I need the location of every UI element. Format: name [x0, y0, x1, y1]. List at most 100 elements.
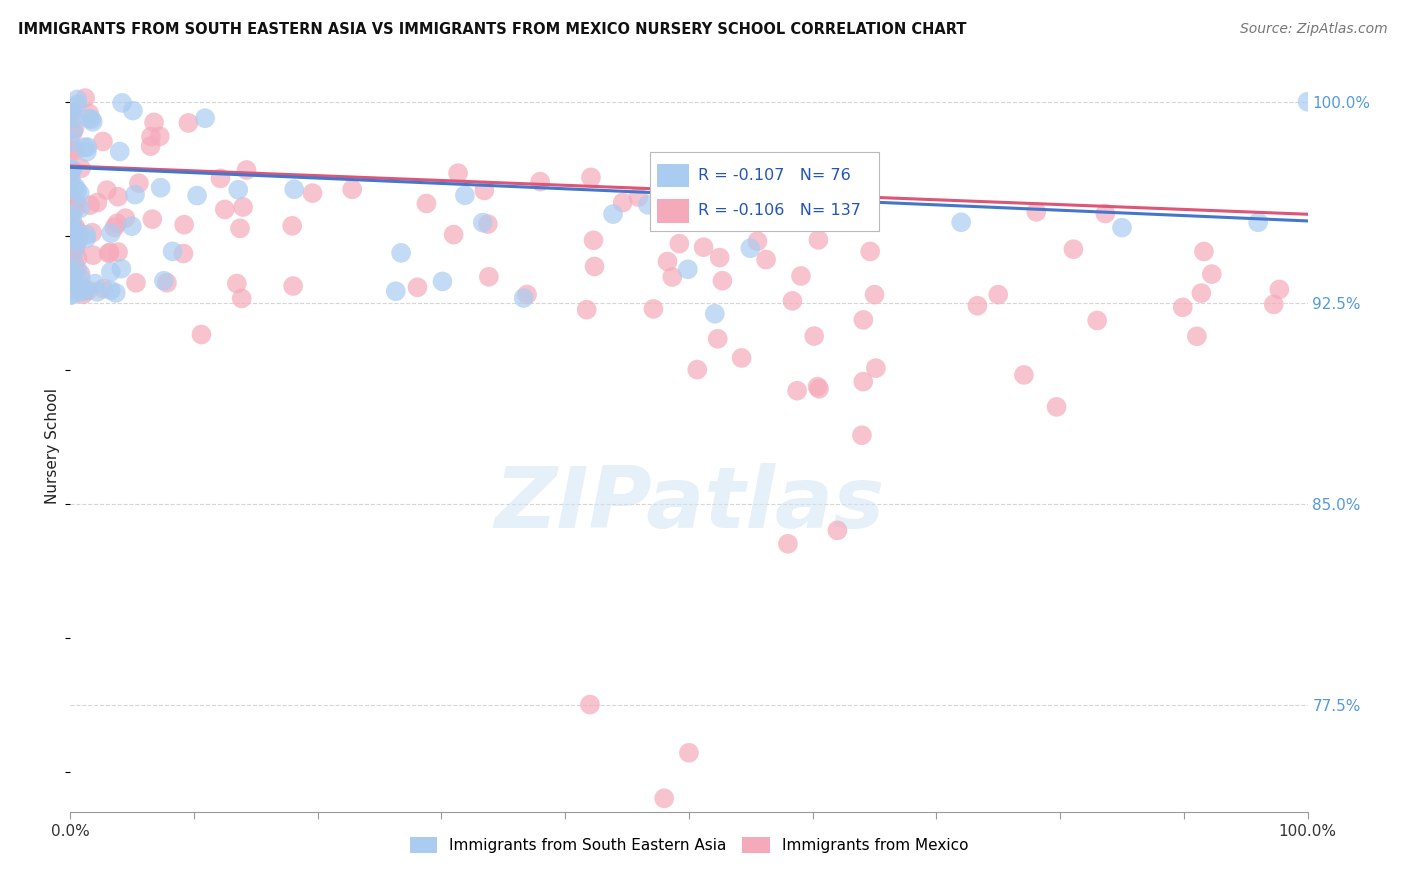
Point [186, 188, 208, 202]
Point [173, 218, 195, 232]
Point [1192, 244, 1215, 259]
Point [432, 275, 454, 289]
Point [62, 126, 84, 140]
Point [67, 227, 90, 242]
Point [63, 239, 86, 253]
Point [70, 272, 93, 286]
Point [966, 299, 988, 313]
Point [139, 129, 162, 144]
Point [100, 265, 122, 279]
Point [100, 226, 122, 240]
Point [579, 170, 602, 185]
Point [852, 313, 875, 327]
Point [63, 245, 86, 260]
Point [579, 698, 602, 712]
Point [66, 223, 89, 237]
Point [851, 428, 873, 442]
Bar [657, 199, 689, 223]
Point [65, 219, 87, 234]
Point [214, 202, 236, 217]
Point [76, 140, 98, 154]
Point [59, 105, 82, 120]
Point [73, 284, 96, 298]
Point [950, 215, 973, 229]
Point [780, 186, 803, 201]
Point [987, 287, 1010, 301]
Point [582, 233, 605, 247]
Point [63, 257, 86, 271]
Point [62, 196, 84, 211]
Point [156, 276, 179, 290]
Legend: Immigrants from South Eastern Asia, Immigrants from Mexico: Immigrants from South Eastern Asia, Immi… [404, 830, 974, 859]
Point [652, 791, 675, 805]
Point [66, 184, 89, 198]
Point [139, 139, 162, 153]
Text: ZIPatlas: ZIPatlas [494, 463, 884, 546]
Point [281, 279, 304, 293]
Point [59, 110, 82, 124]
Point [477, 217, 499, 231]
Point [852, 375, 875, 389]
Point [627, 190, 650, 204]
Point [59, 135, 82, 149]
Point [668, 236, 690, 251]
Point [66, 234, 89, 248]
Point [692, 240, 714, 254]
Point [384, 284, 406, 298]
Point [229, 221, 252, 235]
Point [76, 284, 98, 298]
Point [104, 285, 127, 300]
Point [70, 161, 93, 176]
Point [583, 260, 606, 274]
Point [755, 252, 778, 267]
Point [827, 524, 849, 538]
Point [141, 212, 163, 227]
Point [59, 268, 82, 282]
Point [59, 165, 82, 179]
Point [65, 144, 87, 158]
Point [66, 97, 89, 112]
Point [65, 201, 87, 215]
Point [232, 200, 254, 214]
Point [283, 182, 305, 196]
Point [72, 287, 94, 301]
Point [575, 302, 598, 317]
Point [782, 293, 804, 308]
Point [389, 245, 412, 260]
Point [63, 179, 86, 194]
Point [149, 180, 172, 194]
Point [703, 307, 725, 321]
Point [162, 244, 184, 259]
Point [70, 285, 93, 299]
Point [478, 269, 501, 284]
Point [415, 196, 437, 211]
Point [1263, 297, 1285, 311]
Point [865, 361, 887, 376]
Point [62, 123, 84, 137]
Point [1268, 282, 1291, 296]
Point [340, 182, 363, 196]
Point [75, 91, 97, 105]
Point [65, 239, 87, 253]
Point [98, 245, 121, 260]
Text: R = -0.106   N= 137: R = -0.106 N= 137 [697, 203, 860, 219]
Point [79, 198, 101, 212]
Point [1012, 368, 1035, 382]
Point [63, 277, 86, 291]
Point [59, 275, 82, 289]
Point [747, 234, 769, 248]
Point [77, 112, 100, 126]
Point [686, 362, 709, 376]
Point [177, 116, 200, 130]
Point [709, 251, 731, 265]
Point [454, 188, 477, 202]
Point [66, 92, 89, 106]
Point [97, 246, 120, 260]
Point [100, 284, 122, 298]
Point [77, 106, 100, 120]
Point [827, 210, 849, 224]
Point [91, 281, 114, 295]
Point [60, 144, 83, 158]
Point [1025, 204, 1047, 219]
Point [62, 194, 84, 209]
